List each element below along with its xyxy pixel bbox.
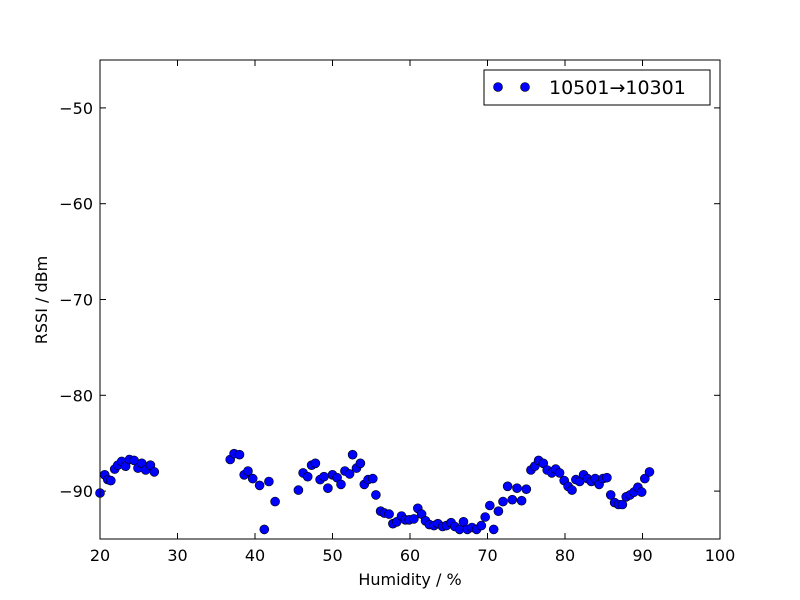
- x-tick-label: 40: [245, 546, 265, 565]
- series-points: [95, 448, 655, 535]
- data-point: [247, 473, 258, 484]
- data-point: [409, 514, 419, 524]
- data-point: [502, 481, 513, 492]
- data-point: [516, 495, 527, 506]
- data-point: [293, 485, 304, 495]
- data-point: [310, 458, 321, 469]
- data-point: [106, 475, 116, 486]
- y-tick-label: −90: [59, 482, 93, 501]
- x-tick-label: 30: [167, 546, 187, 565]
- data-point: [617, 499, 628, 510]
- data-point: [270, 496, 280, 507]
- data-point: [259, 524, 270, 535]
- data-point: [476, 520, 487, 531]
- data-point: [347, 449, 358, 460]
- x-tick-label: 20: [90, 546, 110, 565]
- data-point: [264, 476, 274, 487]
- data-point: [602, 472, 612, 483]
- y-tick-label: −70: [59, 291, 93, 310]
- data-point: [254, 480, 265, 491]
- data-point: [521, 484, 532, 495]
- legend-label: 10501→10301: [549, 77, 686, 99]
- data-point: [344, 469, 355, 479]
- plot-frame: [99, 59, 721, 540]
- data-point: [493, 506, 504, 517]
- legend: 10501→10301: [483, 69, 711, 106]
- x-tick-label: 50: [322, 546, 342, 565]
- y-tick-label: −50: [59, 99, 93, 118]
- data-point: [336, 479, 346, 490]
- data-point: [367, 473, 378, 484]
- data-point: [234, 449, 245, 460]
- data-point: [484, 500, 495, 511]
- data-point: [636, 487, 647, 497]
- y-tick-label: −80: [59, 386, 93, 405]
- data-point: [319, 471, 329, 482]
- data-point: [567, 485, 577, 495]
- data-point: [149, 467, 160, 477]
- x-tick-label: 60: [400, 546, 420, 565]
- x-tick-label: 100: [705, 546, 736, 565]
- x-tick-label: 80: [555, 546, 575, 565]
- data-point: [605, 490, 616, 500]
- data-point: [355, 458, 366, 469]
- data-point: [507, 494, 518, 505]
- y-axis-label: RSSI / dBm: [32, 256, 51, 344]
- data-point: [554, 468, 565, 478]
- data-point: [512, 483, 522, 494]
- x-tick-label: 70: [477, 546, 497, 565]
- legend-marker-left: [493, 82, 503, 92]
- data-point: [384, 509, 394, 519]
- data-point: [302, 471, 313, 482]
- data-point: [371, 490, 381, 500]
- data-point: [498, 496, 508, 507]
- data-point: [323, 483, 333, 494]
- y-tick-label: −60: [59, 195, 93, 214]
- legend-marker-right: [520, 82, 530, 92]
- data-point: [639, 473, 650, 484]
- data-point: [480, 512, 491, 522]
- plot-area: [100, 60, 720, 539]
- x-axis-label: Humidity / %: [358, 570, 461, 589]
- data-point: [243, 466, 253, 476]
- tick-labels: 20 30 40 50 60 70 80 90 100 −50 −60 −70 −80 −90: [59, 99, 735, 565]
- x-tick-label: 90: [632, 546, 652, 565]
- data-point: [644, 467, 655, 477]
- data-point: [488, 524, 499, 535]
- data-point: [458, 516, 469, 527]
